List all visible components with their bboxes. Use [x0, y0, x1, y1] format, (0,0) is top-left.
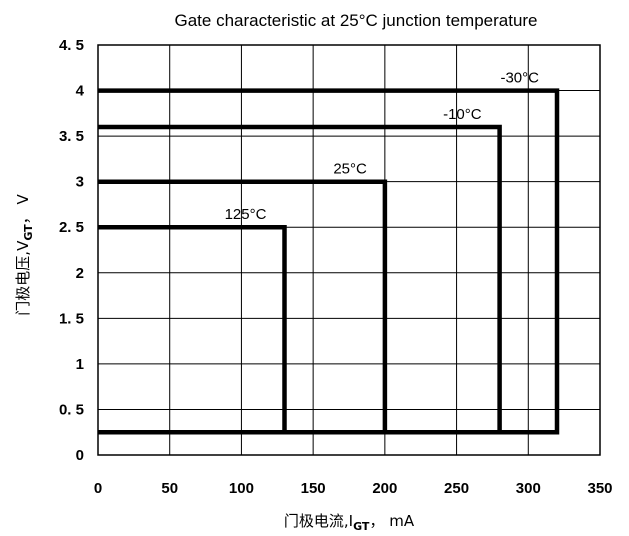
x-tick-labels: 0 50 100 150 200 250 300 350	[94, 480, 613, 497]
series-group	[98, 88, 560, 435]
x-tick-label: 150	[301, 480, 326, 497]
y-tick-label: 0	[76, 447, 84, 464]
grid-lines	[97, 44, 601, 456]
x-tick-label: 250	[444, 480, 469, 497]
x-tick-label: 50	[161, 480, 178, 497]
y-tick-label: 0. 5	[59, 401, 84, 418]
chart-title: Gate characteristic at 25°C junction tem…	[174, 11, 537, 30]
y-axis-label: 门极电压,VGT， V	[14, 194, 35, 316]
plot-frame	[97, 44, 601, 456]
series-labels: -30°C -10°C 25°C 125°C	[225, 70, 540, 224]
y-tick-label: 4. 5	[59, 37, 84, 54]
y-tick-label: 3	[76, 174, 84, 191]
series-label: -30°C	[500, 70, 539, 87]
series-label: 25°C	[333, 161, 367, 178]
x-tick-label: 0	[94, 480, 102, 497]
y-tick-label: 3. 5	[59, 128, 84, 145]
x-tick-label: 300	[516, 480, 541, 497]
x-tick-label: 100	[229, 480, 254, 497]
y-tick-label: 2. 5	[59, 219, 84, 236]
series-line	[98, 124, 502, 435]
x-tick-label: 200	[372, 480, 397, 497]
y-tick-label: 4	[76, 83, 85, 100]
series-label: 125°C	[225, 206, 267, 223]
x-axis-label: 门极电流,IGT， mA	[284, 512, 415, 533]
y-tick-labels: 0 0. 5 1 1. 5 2 2. 5 3 3. 5 4 4. 5	[59, 37, 85, 464]
series-label: -10°C	[443, 106, 482, 123]
x-tick-label: 350	[587, 480, 612, 497]
series-line	[98, 224, 287, 435]
y-tick-label: 1	[76, 356, 84, 373]
series-line	[98, 88, 560, 435]
y-tick-label: 1. 5	[59, 310, 84, 327]
y-tick-label: 2	[76, 265, 84, 282]
